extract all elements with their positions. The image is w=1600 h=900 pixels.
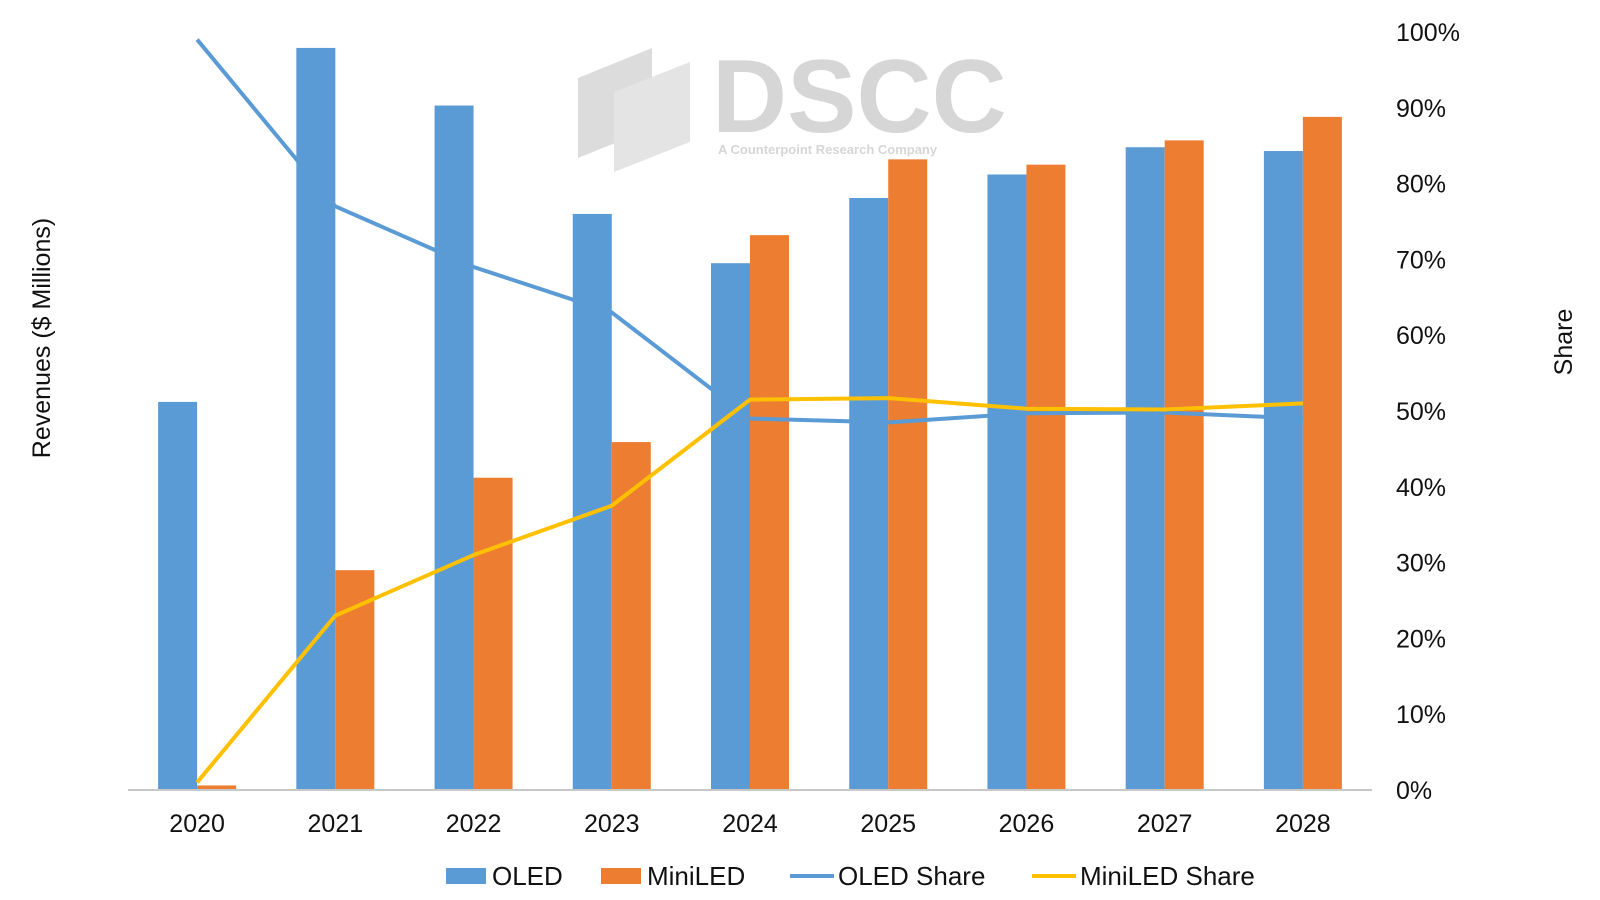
y2-tick-70pct: 70%: [1396, 246, 1446, 274]
x-tick-2020: 2020: [169, 810, 225, 838]
legend-label-oled-share: OLED Share: [838, 861, 985, 891]
x-tick-2028: 2028: [1275, 810, 1331, 838]
legend-swatch-miniled: [601, 868, 641, 884]
bar-oled-2022: [434, 105, 474, 790]
bar-miniled-2024: [750, 235, 789, 791]
x-tick-2025: 2025: [860, 810, 916, 838]
y2-tick-30pct: 30%: [1396, 550, 1446, 578]
x-tick-2024: 2024: [722, 810, 778, 838]
bar-miniled-2022: [473, 477, 513, 790]
dscc-logo-icon: [578, 48, 690, 172]
watermark-tagline: A Counterpoint Research Company: [718, 142, 938, 157]
line-oled-share: [195, 38, 1303, 425]
line-miniled-share: [195, 396, 1303, 784]
legend-label-miniled-share: MiniLED Share: [1080, 861, 1255, 891]
bar-miniled-2020: [197, 785, 237, 790]
bar-miniled-2027: [1164, 140, 1204, 791]
x-tick-2026: 2026: [999, 810, 1055, 838]
x-tick-2022: 2022: [446, 810, 502, 838]
dscc-watermark: DSCC A Counterpoint Research Company: [578, 39, 1007, 172]
y2-tick-100pct: 100%: [1396, 19, 1460, 47]
y2-tick-90pct: 90%: [1396, 95, 1446, 123]
bar-miniled-2028: [1302, 116, 1342, 790]
bars-layer: [158, 47, 1342, 791]
lines-layer: [195, 38, 1303, 784]
y2-axis-title: Share: [1550, 309, 1578, 376]
watermark-brand: DSCC: [712, 39, 1007, 155]
bar-oled-2021: [296, 47, 336, 791]
bar-oled-2020: [158, 401, 198, 790]
y2-tick-60pct: 60%: [1396, 322, 1446, 350]
bar-oled-2024: [711, 263, 750, 790]
bar-oled-2026: [987, 174, 1027, 790]
legend-swatch-oled: [446, 868, 486, 884]
y2-tick-labels: 0% 10% 20% 30% 40% 50% 60% 70% 80% 90% 100%: [1396, 19, 1460, 805]
y2-tick-50pct: 50%: [1396, 398, 1446, 426]
bar-oled-2027: [1125, 147, 1165, 790]
bar-miniled-2025: [888, 159, 928, 790]
x-tick-2023: 2023: [584, 810, 640, 838]
bar-miniled-2026: [1026, 164, 1066, 790]
y-axis-title: Revenues ($ Millions): [28, 218, 56, 458]
legend-label-oled: OLED: [492, 861, 563, 891]
y2-tick-40pct: 40%: [1396, 474, 1446, 502]
x-tick-2027: 2027: [1137, 810, 1193, 838]
bar-miniled-2023: [611, 442, 651, 790]
y2-tick-10pct: 10%: [1396, 701, 1446, 729]
y2-tick-20pct: 20%: [1396, 625, 1446, 653]
legend: OLED MiniLED OLED Share MiniLED Share: [446, 861, 1255, 891]
legend-label-miniled: MiniLED: [647, 861, 745, 891]
bar-oled-2028: [1263, 151, 1303, 791]
x-tick-2021: 2021: [308, 810, 364, 838]
y2-tick-0pct: 0%: [1396, 777, 1432, 805]
x-tick-labels: 2020 2021 2022 2023 2024 2025 2026 2027 2028: [169, 810, 1330, 838]
bar-oled-2025: [849, 198, 889, 790]
y2-tick-80pct: 80%: [1396, 171, 1446, 199]
